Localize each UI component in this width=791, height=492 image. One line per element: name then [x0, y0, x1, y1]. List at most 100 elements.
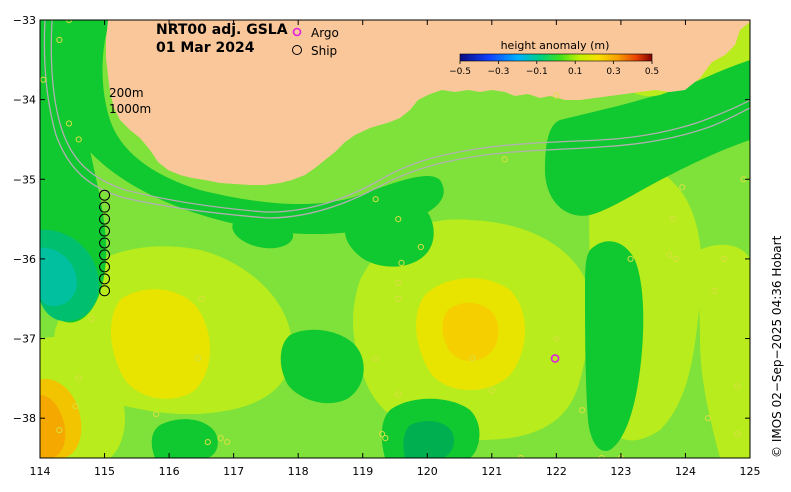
obs-dot: [395, 295, 402, 302]
colorbar-tick-label: −0.5: [449, 67, 471, 77]
obs-dot: [204, 438, 211, 446]
x-tick-label: 118: [288, 465, 309, 478]
ship-marker: [99, 213, 111, 225]
bathymetry-1000m-line: [43, 20, 750, 219]
anomaly-low-central-north: [344, 195, 434, 267]
argo-legend-label: Argo: [311, 26, 339, 40]
obs-dot: [733, 383, 741, 390]
obs-dot: [382, 434, 389, 442]
obs-dot: [627, 255, 634, 263]
obs-dot: [395, 279, 402, 286]
ship-legend-icon: [292, 45, 302, 55]
anomaly-low-shelf-west: [40, 20, 444, 235]
anomaly-low-east-coast: [545, 50, 750, 216]
ship-marker: [99, 261, 111, 273]
obs-dot: [56, 36, 63, 44]
x-tick-label: 121: [481, 465, 502, 478]
x-tick-label: 122: [546, 465, 567, 478]
obs-dot: [65, 120, 73, 127]
colorbar-ramp: [459, 53, 653, 62]
anomaly-low-south-center-core: [403, 420, 455, 458]
obs-dot: [75, 375, 82, 382]
obs-dot: [56, 427, 63, 434]
anomaly-high-west: [110, 289, 210, 399]
ship-marker: [99, 201, 111, 213]
obs-dot: [224, 438, 231, 446]
obs-dot: [198, 295, 205, 302]
ship-marker: [99, 189, 111, 201]
x-tick-label: 117: [223, 465, 244, 478]
observation-markers: [40, 20, 747, 458]
x-tick-label: 125: [740, 465, 761, 478]
obs-dot: [553, 335, 560, 342]
obs-dot: [65, 20, 73, 24]
ship-marker: [99, 249, 111, 261]
anomaly-low-shelf-center: [232, 215, 294, 249]
obs-dot: [488, 387, 495, 394]
argo-legend-icon: [292, 27, 302, 37]
obs-dot: [72, 403, 79, 410]
colorbar: height anomaly (m) −0.5 −0.3 −0.1 0.1 0.3 0.5: [449, 39, 659, 77]
y-tick-label: −36: [13, 253, 36, 266]
x-tick-label: 124: [675, 465, 696, 478]
ship-marker: [99, 237, 111, 249]
colorbar-title: height anomaly (m): [501, 39, 610, 52]
obs-dot: [372, 355, 379, 362]
colorbar-tick-label: 0.3: [606, 67, 620, 77]
x-tick-label: 119: [352, 465, 373, 478]
ship-marker: [99, 225, 111, 237]
obs-dot: [217, 434, 224, 442]
obs-dot: [378, 431, 386, 438]
colorbar-tick-label: 0.1: [568, 67, 582, 77]
contour-label-200m: 200m: [109, 86, 144, 100]
obs-dot: [195, 355, 202, 362]
ship-marker: [99, 273, 111, 285]
credit-text: © IMOS 02−Sep−2025 04:36 Hobart: [770, 235, 784, 458]
obs-dot: [398, 259, 405, 266]
obs-dot: [733, 431, 741, 438]
obs-dot: [372, 196, 379, 203]
x-tick-label: 114: [30, 465, 51, 478]
obs-dot: [75, 136, 82, 143]
obs-dot: [721, 255, 728, 263]
y-axis: −33 −34 −35 −36 −37 −38: [13, 14, 750, 425]
obs-dot: [417, 243, 424, 251]
obs-dot: [672, 255, 679, 263]
y-tick-label: −33: [13, 14, 36, 27]
x-tick-label: 115: [94, 465, 115, 478]
contour-label-1000m: 1000m: [109, 102, 151, 116]
map-title: NRT00 adj. GSLA: [156, 22, 288, 38]
y-tick-label: −34: [13, 94, 36, 107]
obs-dot: [469, 355, 476, 362]
x-tick-label: 116: [159, 465, 180, 478]
obs-dot: [579, 407, 586, 414]
obs-dot: [501, 156, 508, 163]
obs-dot: [88, 315, 95, 322]
obs-dot: [40, 76, 47, 83]
argo-marker: [550, 354, 560, 363]
obs-dot: [711, 287, 718, 294]
x-tick-label: 123: [610, 465, 631, 478]
y-tick-label: −35: [13, 173, 36, 186]
ship-marker: [99, 285, 111, 297]
colorbar-tick-label: −0.3: [487, 67, 509, 77]
anomaly-low-south-central: [280, 329, 364, 404]
y-tick-label: −38: [13, 412, 36, 425]
bathymetry-200m-line: [50, 20, 750, 213]
ship-legend-label: Ship: [311, 44, 337, 58]
y-tick-label: −37: [13, 333, 36, 346]
x-tick-label: 120: [417, 465, 438, 478]
bathymetry-contours: [43, 20, 750, 219]
colorbar-tick-label: −0.1: [526, 67, 548, 77]
obs-dot: [153, 411, 160, 418]
anomaly-low-west-core: [40, 247, 77, 307]
obs-dot: [395, 391, 402, 398]
obs-dot: [553, 92, 560, 99]
colorbar-tick-label: 0.5: [645, 67, 659, 77]
anomaly-high-central-core: [442, 302, 499, 362]
anomaly-region-east-edge: [697, 244, 750, 458]
obs-dot: [669, 215, 676, 223]
x-axis: 114 115 116 117 118 119 120 121 122 123 124 125: [30, 20, 761, 478]
map-date: 01 Mar 2024: [156, 40, 255, 56]
